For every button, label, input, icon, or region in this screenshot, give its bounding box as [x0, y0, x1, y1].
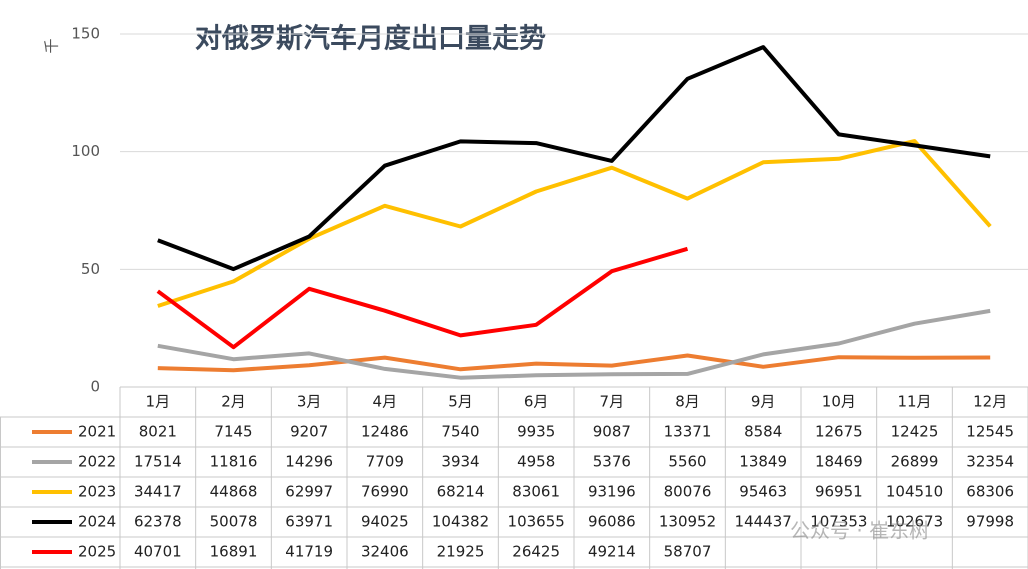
x-tick-label: 3月: [297, 393, 322, 411]
table-cell: 62378: [134, 513, 182, 531]
x-tick-label: 8月: [675, 393, 700, 411]
table-cell: 26425: [512, 543, 560, 561]
table-cell: 5560: [668, 453, 706, 471]
legend-label: 2024: [78, 513, 116, 531]
table-cell: 13849: [739, 453, 787, 471]
table-cell: 26899: [891, 453, 939, 471]
table-cell: 76990: [361, 483, 409, 501]
series-line: [156, 246, 689, 350]
table-cell: 107353: [810, 513, 867, 531]
y-tick-label: 150: [71, 25, 100, 43]
table-cell: 12545: [966, 423, 1014, 441]
watermark: 公众号 · 崔东树: [790, 519, 929, 543]
table-cell: 96086: [588, 513, 636, 531]
table-cell: 18469: [815, 453, 863, 471]
table-cell: 102673: [886, 513, 943, 531]
table-cell: 9087: [593, 423, 631, 441]
table-cell: 8021: [139, 423, 177, 441]
table-cell: 130952: [659, 513, 716, 531]
series-line: [157, 308, 991, 380]
table-cell: 95463: [739, 483, 787, 501]
legend-label: 2025: [78, 543, 116, 561]
chart-title: 对俄罗斯汽车月度出口量走势: [195, 23, 546, 55]
y-tick-label: 100: [71, 142, 100, 160]
table-cell: 8584: [744, 423, 782, 441]
table-cell: 93196: [588, 483, 636, 501]
x-tick-label: 11月: [897, 393, 931, 411]
x-tick-label: 6月: [524, 393, 549, 411]
table-cell: 104382: [432, 513, 489, 531]
legend-label: 2021: [78, 423, 116, 441]
table-cell: 44868: [210, 483, 258, 501]
x-tick-label: 7月: [600, 393, 625, 411]
legend-label: 2023: [78, 483, 116, 501]
table-cell: 9935: [517, 423, 555, 441]
table-cell: 34417: [134, 483, 182, 501]
x-tick-label: 12月: [973, 393, 1007, 411]
table-cell: 14296: [285, 453, 333, 471]
x-tick-label: 9月: [751, 393, 776, 411]
table-cell: 96951: [815, 483, 863, 501]
y-tick-label: 50: [81, 260, 100, 278]
x-tick-label: 1月: [146, 393, 171, 411]
table-cell: 41719: [285, 543, 333, 561]
y-tick-label: 0: [90, 378, 100, 396]
table-cell: 40701: [134, 543, 182, 561]
table-cell: 21925: [437, 543, 485, 561]
table-cell: 7709: [366, 453, 404, 471]
series-line: [157, 139, 992, 308]
table-cell: 62997: [285, 483, 333, 501]
series-line: [157, 353, 991, 373]
table-cell: 32354: [966, 453, 1014, 471]
table-cell: 3934: [441, 453, 479, 471]
table-cell: 7145: [214, 423, 252, 441]
table-cell: 68214: [437, 483, 485, 501]
table-cell: 94025: [361, 513, 409, 531]
table-cell: 80076: [664, 483, 712, 501]
table-cell: 63971: [285, 513, 333, 531]
x-tick-label: 2月: [221, 393, 246, 411]
legend-label: 2022: [78, 453, 116, 471]
table-cell: 50078: [210, 513, 258, 531]
table-cell: 5376: [593, 453, 631, 471]
table-cell: 7540: [441, 423, 479, 441]
y-axis-label: 千: [43, 38, 61, 53]
table-cell: 103655: [508, 513, 565, 531]
table-cell: 32406: [361, 543, 409, 561]
table-cell: 11816: [210, 453, 258, 471]
table-cell: 144437: [735, 513, 792, 531]
x-tick-label: 5月: [448, 393, 473, 411]
table-cell: 16891: [210, 543, 258, 561]
table-cell: 9207: [290, 423, 328, 441]
x-tick-label: 4月: [373, 393, 398, 411]
table-cell: 49214: [588, 543, 636, 561]
table-cell: 68306: [966, 483, 1014, 501]
table-cell: 4958: [517, 453, 555, 471]
table-cell: 104510: [886, 483, 943, 501]
table-cell: 12425: [891, 423, 939, 441]
table-cell: 12486: [361, 423, 409, 441]
table-cell: 17514: [134, 453, 182, 471]
table-cell: 12675: [815, 423, 863, 441]
x-tick-label: 10月: [822, 393, 856, 411]
table-cell: 13371: [664, 423, 712, 441]
table-cell: 83061: [512, 483, 560, 501]
series-line: [157, 45, 991, 272]
table-cell: 97998: [966, 513, 1014, 531]
table-cell: 58707: [664, 543, 712, 561]
